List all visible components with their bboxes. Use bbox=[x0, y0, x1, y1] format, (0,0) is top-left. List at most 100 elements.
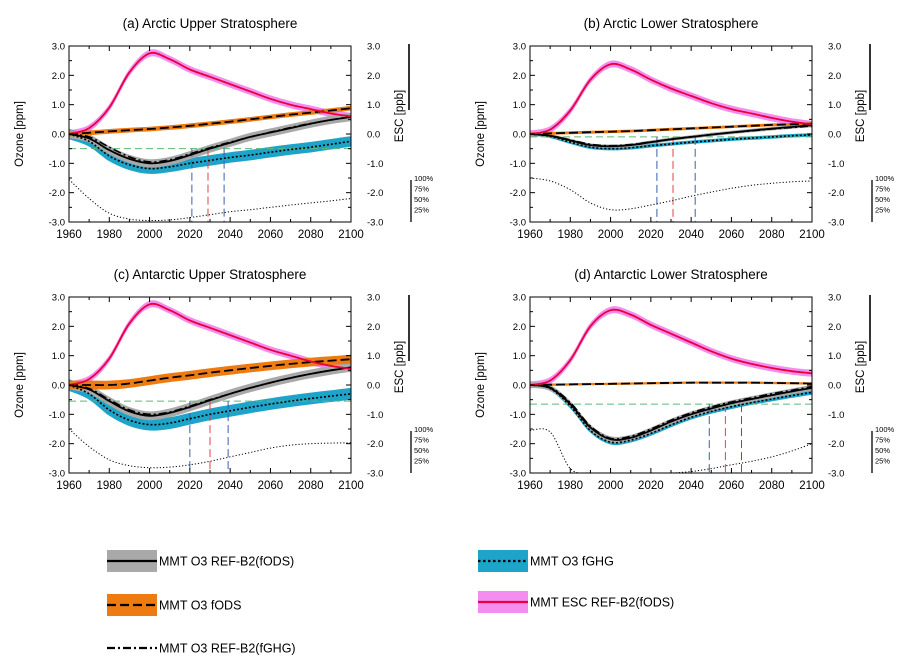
fghg-line bbox=[530, 384, 812, 444]
pct-label: 50% bbox=[875, 446, 890, 455]
pct-label: 100% bbox=[875, 174, 895, 183]
x-tick-label: 2080 bbox=[298, 229, 324, 241]
y2-tick-label: 1.0 bbox=[367, 351, 380, 362]
y2-tick-label: 0.0 bbox=[367, 130, 380, 141]
plot-area bbox=[530, 60, 812, 222]
x-tick-label: 2060 bbox=[719, 229, 745, 241]
x-tick-label: 2040 bbox=[678, 229, 704, 241]
pct-label: 25% bbox=[875, 206, 890, 215]
fods-line bbox=[530, 381, 812, 386]
x-tick-label: 2000 bbox=[137, 480, 163, 492]
y2-tick-label: -3.0 bbox=[828, 469, 844, 480]
y-tick-label: 0.0 bbox=[52, 381, 65, 392]
x-tick-label: 2020 bbox=[177, 229, 203, 241]
x-tick-label: 2100 bbox=[338, 480, 364, 492]
x-tick-label: 2100 bbox=[799, 480, 825, 492]
y-axis-label: Ozone [ppm] bbox=[14, 101, 26, 167]
x-tick-label: 2080 bbox=[759, 229, 785, 241]
x-tick-label: 2020 bbox=[177, 480, 203, 492]
refb2-fods-line bbox=[69, 366, 351, 417]
y2-tick-label: -1.0 bbox=[828, 410, 844, 421]
refb2-fods-line bbox=[69, 116, 351, 165]
y-tick-label: 1.0 bbox=[52, 100, 65, 111]
pct-label: 50% bbox=[414, 446, 429, 455]
legend-item: MMT O3 fODS bbox=[107, 594, 241, 616]
x-tick-label: 2040 bbox=[217, 480, 243, 492]
panel-4: 3.0 2.0 1.0 0.0 -1.0 -2.0 -3.0 3.0 2.0 1.0 0.0 -1.0… bbox=[475, 267, 895, 492]
y-tick-label: -2.0 bbox=[510, 188, 526, 199]
refb2-fods-line bbox=[530, 384, 812, 441]
fghg-line bbox=[69, 384, 351, 426]
refb2-fghg-line bbox=[530, 384, 812, 440]
fods-band bbox=[69, 105, 351, 137]
fghg-line bbox=[530, 133, 812, 150]
pct-label: 25% bbox=[875, 457, 890, 466]
pct-label: 100% bbox=[414, 174, 434, 183]
y-tick-label: 0.0 bbox=[513, 130, 526, 141]
y2-tick-label: 1.0 bbox=[828, 100, 841, 111]
y-tick-label: -2.0 bbox=[49, 439, 65, 450]
refb2-fods-line bbox=[530, 124, 812, 148]
panel-title: (a) Arctic Upper Stratosphere bbox=[123, 16, 298, 31]
esc-percent-line bbox=[530, 177, 812, 211]
y2-axis-label: ESC [ppb] bbox=[394, 90, 406, 142]
x-tick-label: 1980 bbox=[557, 229, 583, 241]
y2-tick-label: -3.0 bbox=[828, 218, 844, 229]
y2-tick-label: -2.0 bbox=[367, 188, 383, 199]
y2-tick-label: -2.0 bbox=[828, 439, 844, 450]
pct-label: 50% bbox=[875, 195, 890, 204]
legend-item: MMT O3 REF-B2(fGHG) bbox=[107, 642, 296, 656]
y2-axis-label: ESC [ppb] bbox=[855, 90, 867, 142]
x-tick-label: 2100 bbox=[799, 229, 825, 241]
x-tick-label: 2100 bbox=[338, 229, 364, 241]
panel-title: (b) Arctic Lower Stratosphere bbox=[584, 16, 759, 31]
pct-label: 75% bbox=[414, 185, 429, 194]
x-tick-label: 2080 bbox=[298, 480, 324, 492]
y-tick-label: -3.0 bbox=[510, 218, 526, 229]
esc-line bbox=[69, 51, 351, 135]
y-tick-label: -1.0 bbox=[49, 410, 65, 421]
y2-tick-label: -2.0 bbox=[828, 188, 844, 199]
y2-axis-label: ESC [ppb] bbox=[394, 341, 406, 393]
refb2-band bbox=[530, 382, 812, 443]
x-tick-label: 2020 bbox=[638, 229, 664, 241]
y-tick-label: -3.0 bbox=[49, 218, 65, 229]
x-tick-label: 1960 bbox=[517, 480, 543, 492]
y2-tick-label: 2.0 bbox=[828, 71, 841, 82]
legend-label: MMT O3 REF-B2(fGHG) bbox=[159, 642, 296, 656]
x-tick-label: 2060 bbox=[719, 480, 745, 492]
y2-axis-label: ESC [ppb] bbox=[855, 341, 867, 393]
panel-3: 3.0 2.0 1.0 0.0 -1.0 -2.0 -3.0 3.0 2.0 1.0 0.0 -1.0… bbox=[14, 267, 434, 492]
x-tick-label: 1960 bbox=[56, 229, 82, 241]
y-tick-label: 1.0 bbox=[52, 351, 65, 362]
x-tick-label: 1960 bbox=[56, 480, 82, 492]
x-tick-label: 1960 bbox=[517, 229, 543, 241]
pct-label: 100% bbox=[414, 425, 434, 434]
x-tick-label: 2040 bbox=[678, 480, 704, 492]
fghg-band bbox=[530, 382, 812, 446]
fods-band bbox=[69, 354, 351, 390]
fods-line bbox=[69, 358, 351, 386]
y2-tick-label: 1.0 bbox=[828, 351, 841, 362]
esc-percent-line bbox=[530, 428, 812, 473]
y2-tick-label: 1.0 bbox=[367, 100, 380, 111]
fods-line bbox=[69, 107, 351, 135]
y2-tick-label: -3.0 bbox=[367, 218, 383, 229]
legend-item: MMT ESC REF-B2(fODS) bbox=[478, 591, 674, 613]
fods-line bbox=[530, 122, 812, 135]
pct-label: 75% bbox=[875, 185, 890, 194]
y-axis-label: Ozone [ppm] bbox=[475, 352, 487, 418]
legend-band-swatch bbox=[107, 594, 157, 616]
y-tick-label: -1.0 bbox=[510, 410, 526, 421]
y-axis-label: Ozone [ppm] bbox=[14, 352, 26, 418]
panel-title: (c) Antarctic Upper Stratosphere bbox=[114, 267, 307, 282]
y2-tick-label: 3.0 bbox=[367, 42, 380, 53]
y2-tick-label: -3.0 bbox=[367, 469, 383, 480]
y2-tick-label: 2.0 bbox=[828, 322, 841, 333]
pct-label: 75% bbox=[414, 436, 429, 445]
x-tick-label: 2000 bbox=[598, 480, 624, 492]
y-tick-label: 3.0 bbox=[513, 293, 526, 304]
y2-tick-label: -1.0 bbox=[367, 410, 383, 421]
y-tick-label: 1.0 bbox=[513, 100, 526, 111]
